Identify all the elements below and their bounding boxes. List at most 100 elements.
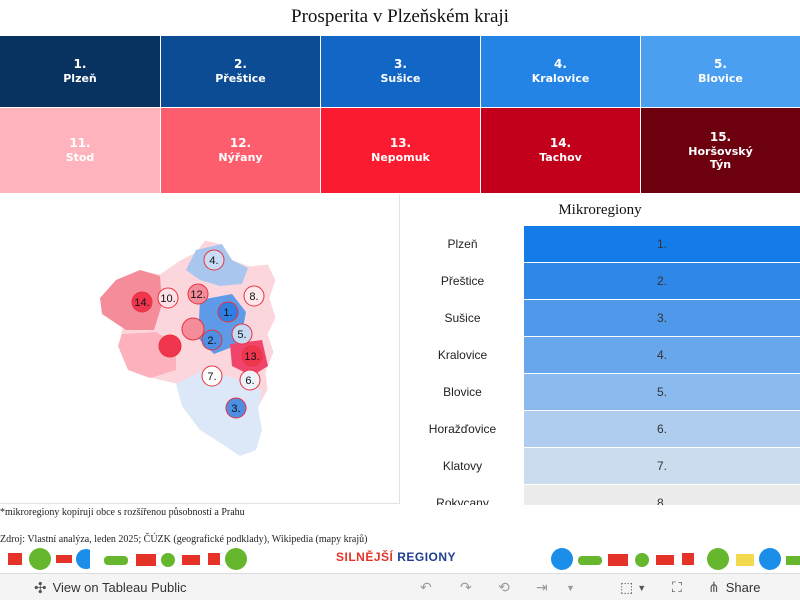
- chart-row[interactable]: Kralovice 4.: [400, 337, 800, 374]
- map-marker-label: 6.: [245, 375, 254, 387]
- tile-name: Blovice: [698, 72, 743, 85]
- chart-bar[interactable]: 1.: [524, 226, 800, 262]
- view-on-tableau-button[interactable]: ✣ View on Tableau Public: [34, 579, 187, 597]
- gear-icon: [635, 553, 649, 567]
- chart-bar[interactable]: 8.: [524, 485, 800, 505]
- chart-row[interactable]: Blovice 5.: [400, 374, 800, 411]
- tableau-toolbar: ✣ View on Tableau Public ↶ ↷ ⟲ ⇥ ▼ ⬚ ▼ ⛶…: [0, 573, 800, 600]
- ranking-tile[interactable]: 14. Tachov: [481, 108, 640, 193]
- map-marker[interactable]: [201, 365, 223, 387]
- chart-category-label: Klatovy: [442, 459, 483, 473]
- chart-row[interactable]: Sušice 3.: [400, 300, 800, 337]
- chart-row[interactable]: Plzeň 1.: [400, 226, 800, 263]
- mikroregiony-chart[interactable]: Plzeň 1. Přeštice 2. Sušice 3. Kralovice 4. Blov…: [400, 226, 800, 505]
- ranking-tile[interactable]: 3. Sušice: [321, 36, 480, 107]
- gear-icon: [161, 553, 175, 567]
- region-map[interactable]: 4. 14. 10. 12. 8. 1. 5. 2. 13. 7. 6. 3.: [0, 194, 400, 504]
- map-marker-label: 1.: [223, 307, 232, 319]
- chart-bar[interactable]: 4.: [524, 337, 800, 373]
- chart-category-label: Plzeň: [447, 237, 478, 251]
- map-marker-label: 14.: [134, 297, 149, 309]
- tile-name: Kralovice: [531, 72, 590, 85]
- tile-rank: 15.: [709, 129, 732, 144]
- tile-rank: 13.: [389, 136, 412, 150]
- decorative-icons-left: [8, 548, 90, 570]
- chart-category-label: Rokycany: [436, 496, 489, 505]
- undo-button[interactable]: ↶: [420, 574, 432, 600]
- chart-row[interactable]: Horažďovice 6.: [400, 411, 800, 448]
- download-icon: ⬚: [620, 579, 634, 595]
- revert-button[interactable]: ⟲: [498, 574, 510, 600]
- map-markers[interactable]: 4. 14. 10. 12. 8. 1. 5. 2. 13. 7. 6. 3.: [131, 249, 265, 419]
- refresh-dropdown[interactable]: ▼: [566, 574, 575, 600]
- map-marker[interactable]: [158, 334, 182, 358]
- map-marker[interactable]: [243, 285, 265, 307]
- tile-rank: 12.: [229, 136, 252, 150]
- tile-rank: 11.: [69, 136, 91, 150]
- tableau-logo-icon: ✣: [34, 579, 47, 597]
- ranking-tile[interactable]: 11. Stod: [0, 108, 160, 193]
- map-marker[interactable]: [231, 323, 253, 345]
- map-marker-label: 5.: [237, 329, 246, 341]
- chart-category-label: Přeštice: [440, 274, 485, 288]
- chart-category-label: Sušice: [444, 311, 481, 325]
- globe-icon: [759, 548, 781, 570]
- map-marker[interactable]: [187, 283, 209, 305]
- map-marker[interactable]: [203, 249, 225, 271]
- ranking-tile[interactable]: 15. Horšovský Týn: [641, 108, 800, 193]
- map-marker[interactable]: [241, 345, 263, 367]
- map-marker[interactable]: [225, 397, 247, 419]
- chart-row[interactable]: Přeštice 2.: [400, 263, 800, 300]
- ranking-tile[interactable]: 12. Nýřany: [161, 108, 320, 193]
- map-marker[interactable]: [157, 287, 179, 309]
- chart-bar[interactable]: 7.: [524, 448, 800, 484]
- download-button[interactable]: ⬚ ▼: [620, 574, 646, 600]
- chart-row[interactable]: Rokycany 8.: [400, 485, 800, 505]
- ranking-tile[interactable]: 1. Plzeň: [0, 36, 160, 107]
- tree-icon: [707, 548, 729, 570]
- region-south[interactable]: [176, 370, 262, 456]
- map-marker[interactable]: [131, 291, 153, 313]
- car-icon: [104, 556, 128, 565]
- ranking-tile[interactable]: 13. Nepomuk: [321, 108, 480, 193]
- fullscreen-icon: ⛶: [672, 579, 682, 595]
- chart-bar[interactable]: 3.: [524, 300, 800, 336]
- undo-icon: ↶: [420, 579, 432, 595]
- skyline-icon: [736, 554, 754, 566]
- tile-rank: 4.: [554, 57, 567, 71]
- chart-bar[interactable]: 5.: [524, 374, 800, 410]
- map-marker-label: 2.: [207, 335, 216, 347]
- ranking-tile[interactable]: 4. Kralovice: [481, 36, 640, 107]
- chart-bar[interactable]: 6.: [524, 411, 800, 447]
- ranking-tile[interactable]: 5. Blovice: [641, 36, 800, 107]
- map-marker[interactable]: [217, 301, 239, 323]
- bench-icon: [136, 554, 156, 566]
- chevron-down-icon: ▼: [566, 582, 575, 593]
- map-panel[interactable]: 4. 14. 10. 12. 8. 1. 5. 2. 13. 7. 6. 3.: [0, 194, 400, 504]
- tree-icon: [29, 548, 51, 570]
- tile-rank: 3.: [394, 57, 407, 71]
- tile-name: Horšovský Týn: [688, 144, 753, 171]
- bench-icon: [56, 555, 72, 563]
- bench-icon: [608, 554, 628, 566]
- ranking-tile[interactable]: 2. Přeštice: [161, 36, 320, 107]
- bus-icon: [208, 553, 220, 565]
- globe-icon: [551, 548, 573, 570]
- fullscreen-button[interactable]: ⛶: [672, 574, 682, 600]
- car-icon: [786, 556, 800, 565]
- map-marker[interactable]: [201, 329, 223, 351]
- revert-icon: ⟲: [498, 579, 510, 595]
- chart-category-label: Kralovice: [437, 348, 488, 362]
- map-marker[interactable]: [239, 369, 261, 391]
- refresh-button[interactable]: ⇥: [536, 574, 548, 600]
- car-icon: [578, 556, 602, 565]
- footnote: *mikroregiony kopírují obce s rozšířenou…: [0, 507, 245, 518]
- map-marker-label: 3.: [231, 403, 240, 415]
- redo-button[interactable]: ↷: [460, 574, 472, 600]
- region-west[interactable]: [100, 270, 162, 330]
- map-marker-label: 7.: [207, 371, 216, 383]
- map-marker[interactable]: [181, 317, 205, 341]
- share-button[interactable]: ⋔ Share: [708, 579, 761, 595]
- chart-row[interactable]: Klatovy 7.: [400, 448, 800, 485]
- chart-bar[interactable]: 2.: [524, 263, 800, 299]
